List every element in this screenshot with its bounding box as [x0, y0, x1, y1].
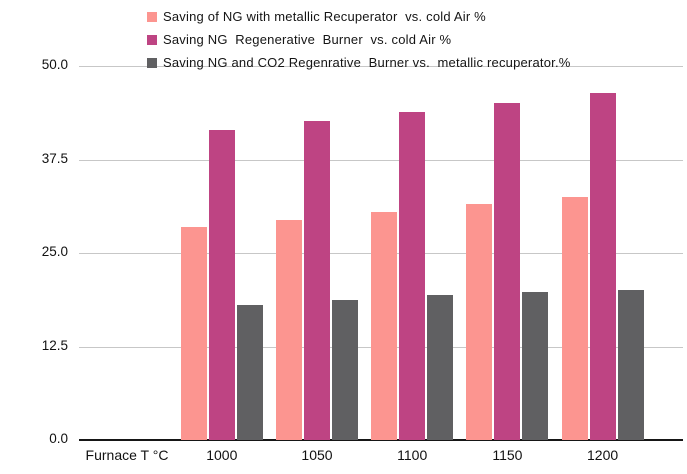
y-tick-label-37.5: 37.5 — [41, 150, 68, 166]
legend-item-1: Saving of NG with metallic Recuperator v… — [147, 5, 571, 28]
x-tick-label-1000: 1000 — [206, 447, 238, 463]
bar-series2-1000 — [208, 129, 235, 440]
bar-series2-1150 — [494, 102, 521, 440]
y-tick-label-0.0: 0.0 — [49, 431, 68, 446]
bar-series1-1200 — [561, 196, 588, 440]
legend-item-3: Saving NG and CO2 Regenrative Burner vs.… — [147, 51, 571, 74]
bar-series1-1100 — [371, 211, 398, 440]
x-tick-label-1100: 1100 — [397, 447, 428, 463]
legend-label: Saving of NG with metallic Recuperator v… — [163, 9, 486, 24]
bar-series3-1100 — [427, 294, 454, 440]
bar-series2-1100 — [399, 112, 426, 440]
x-tick-label-1150: 1150 — [492, 447, 523, 463]
bar-series3-1000 — [236, 304, 263, 440]
gridline-37.5 — [79, 159, 683, 161]
x-tick-label-1050: 1050 — [301, 447, 333, 463]
bar-series2-1200 — [589, 92, 616, 440]
legend-swatch-icon — [147, 57, 157, 68]
bar-group-1150 — [466, 102, 549, 440]
bar-series2-1050 — [304, 121, 330, 440]
bar-series1-1000 — [180, 226, 207, 440]
bar-group-1000 — [180, 129, 263, 440]
bar-group-1100 — [371, 112, 454, 440]
legend-label: Saving NG Regenerative Burner vs. cold A… — [163, 32, 452, 47]
bar-series3-1050 — [332, 300, 358, 440]
legend-swatch-icon — [147, 11, 157, 22]
bar-series1-1050 — [276, 220, 302, 440]
gridline-50.0 — [79, 66, 683, 67]
bar-group-1050 — [276, 121, 358, 440]
bar-series3-1150 — [522, 291, 549, 440]
y-tick-label-12.5: 12.5 — [41, 337, 68, 353]
x-axis-line — [79, 439, 683, 441]
x-axis: Furnace T °C 1000 1050 1100 1150 1200 — [0, 447, 687, 469]
bar-group-1200 — [561, 92, 644, 440]
y-tick-label-25.0: 25.0 — [41, 244, 68, 259]
legend-label: Saving NG and CO2 Regenrative Burner vs.… — [163, 55, 571, 70]
legend-swatch-icon — [147, 34, 157, 45]
bar-series3-1200 — [617, 289, 644, 440]
x-tick-label-1200: 1200 — [587, 447, 619, 463]
bar-series1-1150 — [466, 204, 493, 440]
y-tick-label-50.0: 50.0 — [41, 57, 68, 72]
legend-item-2: Saving NG Regenerative Burner vs. cold A… — [147, 28, 571, 51]
x-axis-title: Furnace T °C — [85, 447, 169, 463]
chart-legend: Saving of NG with metallic Recuperator v… — [147, 5, 571, 74]
